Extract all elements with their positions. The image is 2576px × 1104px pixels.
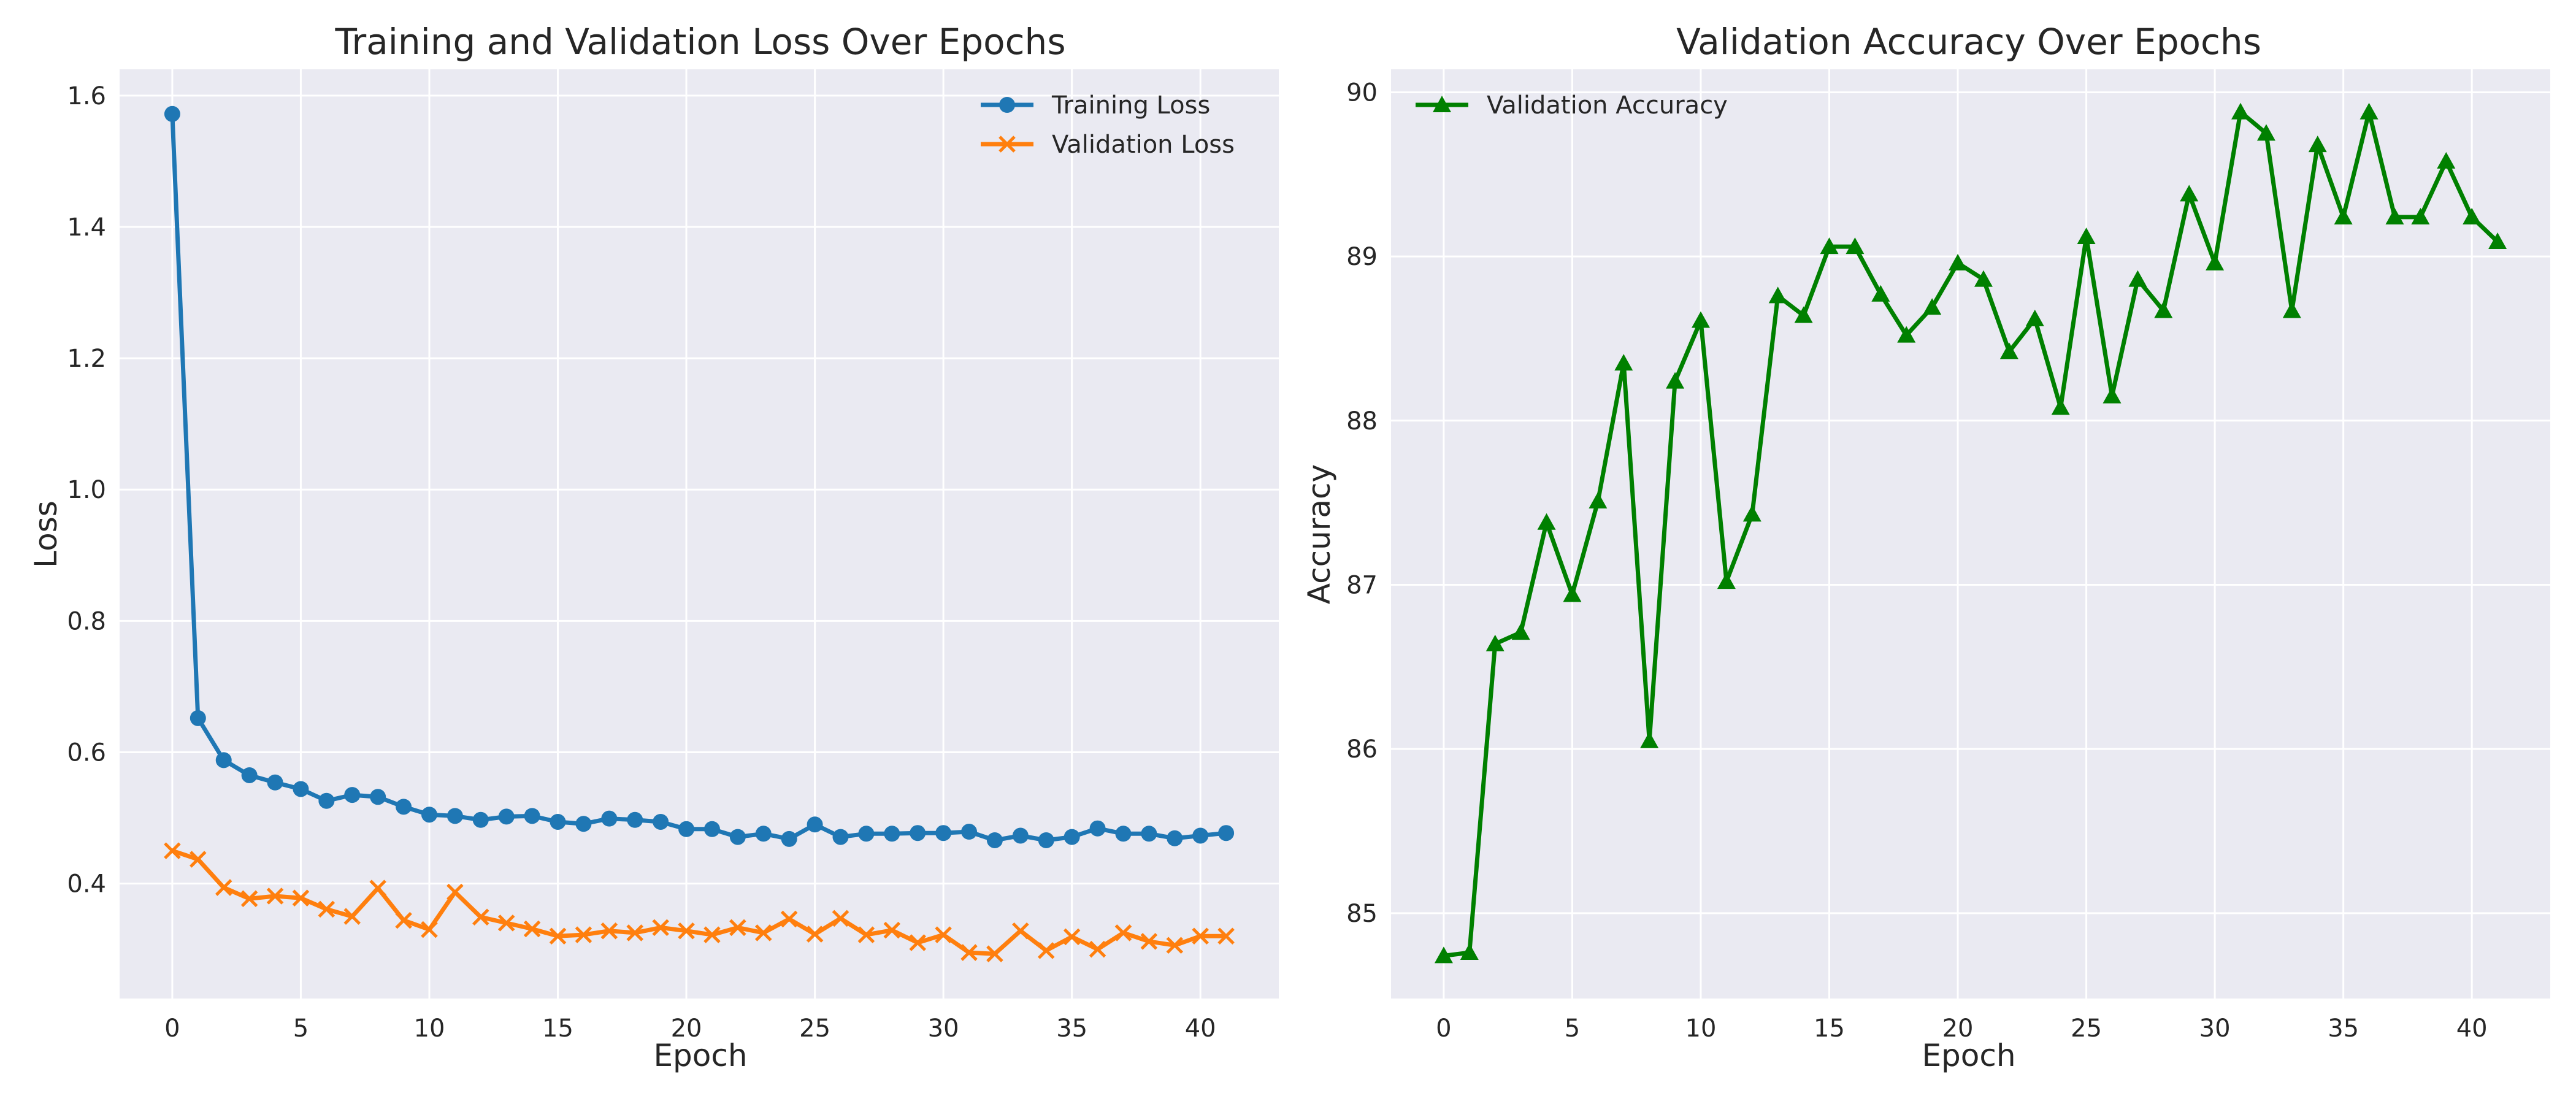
data-point (935, 825, 951, 841)
data-point (344, 787, 360, 803)
data-point (730, 829, 746, 845)
data-point (961, 824, 977, 840)
chart-title: Validation Accuracy Over Epochs (1676, 21, 2261, 63)
x-tick-label: 10 (1685, 1014, 1717, 1043)
y-tick-label: 86 (1346, 735, 1378, 764)
x-tick-label: 5 (1565, 1014, 1580, 1043)
y-tick-label: 88 (1346, 407, 1378, 435)
data-point (627, 812, 643, 828)
chart-title: Training and Validation Loss Over Epochs (334, 21, 1065, 63)
data-point (242, 767, 258, 783)
x-tick-label: 40 (1185, 1014, 1216, 1043)
data-point (499, 808, 515, 824)
data-point (216, 752, 232, 768)
data-point (601, 811, 617, 827)
data-point (164, 106, 180, 122)
data-point (1064, 829, 1080, 845)
y-tick-label: 0.4 (67, 870, 106, 899)
data-point (447, 808, 463, 824)
data-point (653, 814, 669, 830)
y-axis-label: Accuracy (1301, 464, 1337, 604)
data-point (293, 781, 309, 797)
x-tick-label: 35 (2328, 1014, 2359, 1043)
data-point (396, 799, 412, 815)
data-point (756, 826, 772, 841)
data-point (524, 808, 540, 824)
data-point (190, 710, 206, 726)
x-tick-label: 15 (1814, 1014, 1845, 1043)
data-point (370, 789, 386, 805)
data-point (704, 821, 720, 837)
data-point (1192, 827, 1208, 843)
y-tick-label: 1.0 (67, 476, 106, 504)
x-tick-label: 25 (799, 1014, 830, 1043)
plot-area (120, 69, 1279, 999)
y-tick-label: 0.8 (67, 607, 106, 635)
y-tick-label: 90 (1346, 79, 1378, 107)
x-tick-label: 15 (542, 1014, 573, 1043)
y-tick-label: 87 (1346, 571, 1378, 599)
data-point (781, 831, 797, 847)
x-tick-label: 25 (2071, 1014, 2102, 1043)
data-point (678, 821, 694, 837)
x-tick-label: 0 (1436, 1014, 1451, 1043)
data-point (1141, 826, 1157, 841)
data-point (987, 832, 1003, 848)
data-point (318, 793, 334, 809)
x-axis-label: Epoch (653, 1038, 747, 1073)
accuracy-chart: Validation Accuracy Over Epochs 0 5 10 15 20… (1301, 21, 2550, 1073)
data-point (884, 826, 900, 841)
x-axis-label: Epoch (1922, 1038, 2015, 1073)
data-point (832, 829, 848, 845)
y-axis-label: Loss (28, 500, 64, 568)
x-tick-label: 40 (2456, 1014, 2488, 1043)
data-point (910, 825, 926, 841)
data-point (421, 807, 437, 822)
y-tick-label: 0.6 (67, 738, 106, 767)
data-point (1090, 821, 1106, 837)
x-tick-label: 35 (1056, 1014, 1087, 1043)
data-point (1167, 830, 1183, 846)
data-point (1013, 827, 1029, 843)
legend-marker (999, 97, 1015, 113)
loss-chart: Training and Validation Loss Over Epochs… (28, 21, 1279, 1073)
legend-label: Validation Accuracy (1487, 91, 1728, 120)
plot-area (1391, 69, 2550, 999)
legend-label: Training Loss (1051, 91, 1210, 120)
x-tick-label: 5 (293, 1014, 309, 1043)
y-tick-label: 1.6 (67, 82, 106, 110)
y-tick-label: 89 (1346, 243, 1378, 271)
data-point (473, 812, 489, 828)
data-point (858, 826, 874, 841)
data-point (575, 816, 591, 832)
data-point (1218, 825, 1234, 841)
x-tick-label: 0 (164, 1014, 180, 1043)
x-tick-label: 30 (928, 1014, 959, 1043)
x-tick-label: 30 (2199, 1014, 2231, 1043)
legend-label: Validation Loss (1052, 131, 1235, 159)
data-point (807, 816, 823, 832)
data-point (550, 814, 566, 830)
y-tick-label: 1.2 (67, 345, 106, 373)
x-tick-label: 10 (414, 1014, 445, 1043)
data-point (267, 775, 283, 791)
y-tick-label: 85 (1346, 900, 1378, 928)
data-point (1038, 832, 1054, 848)
data-point (1115, 826, 1131, 841)
y-tick-label: 1.4 (67, 213, 106, 242)
